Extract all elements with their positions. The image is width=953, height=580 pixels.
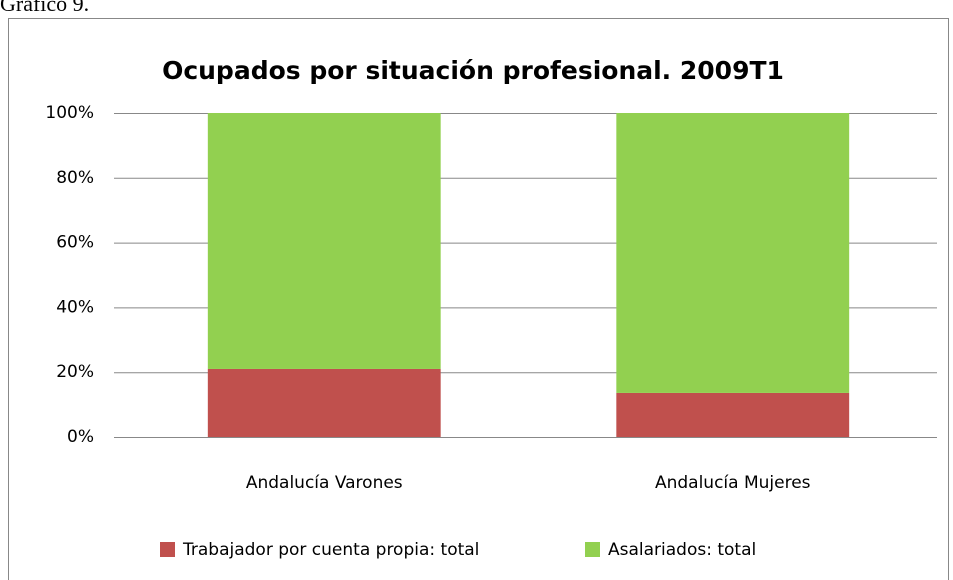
caption: Gráfico 9. <box>0 0 89 16</box>
y-tick-label: 60% <box>56 233 94 253</box>
y-tick-label: 100% <box>45 103 94 123</box>
y-tick-label: 40% <box>56 297 94 317</box>
x-tick-label: Andalucía Mujeres <box>655 473 811 493</box>
chart-title: Ocupados por situación profesional. 2009… <box>162 56 784 85</box>
legend-label: Asalariados: total <box>608 540 756 560</box>
y-tick-label: 80% <box>56 168 94 188</box>
legend-swatch <box>585 542 600 557</box>
legend-label: Trabajador por cuenta propia: total <box>182 540 479 560</box>
bar-segment <box>207 113 441 369</box>
bar-segment <box>616 113 850 393</box>
bar-segment <box>207 368 441 437</box>
legend-swatch <box>160 542 175 557</box>
bar-segment <box>616 392 850 437</box>
y-tick-label: 0% <box>67 427 94 447</box>
x-tick-label: Andalucía Varones <box>246 473 403 493</box>
y-tick-label: 20% <box>56 362 94 382</box>
